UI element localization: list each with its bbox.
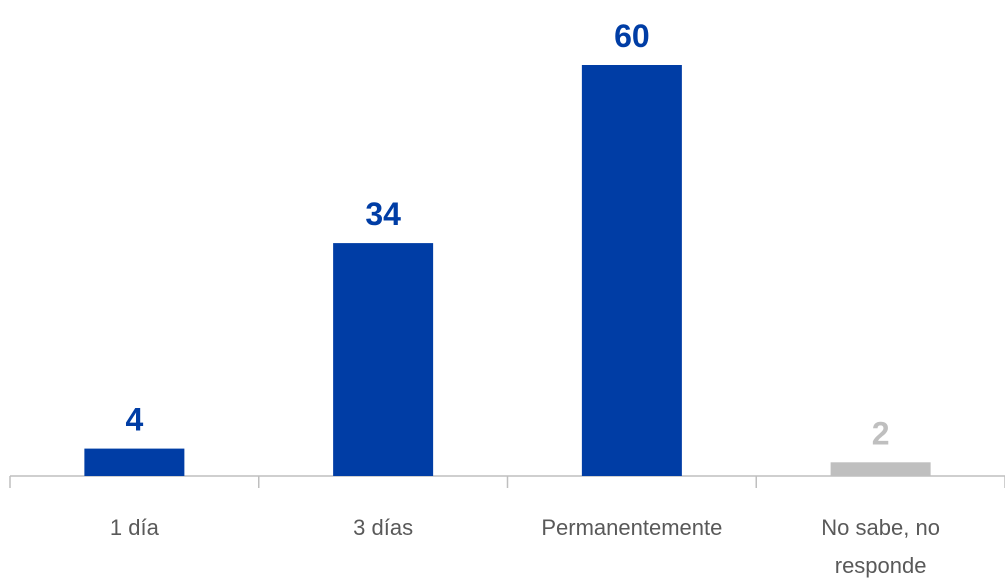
bar [830,462,931,476]
x-tick-label: 1 día [109,515,159,540]
x-tick-label: No sabe, no responde [821,515,940,578]
bar [84,448,185,476]
bar [333,243,434,476]
data-label: 34 [365,196,401,232]
x-tick-label: Permanentemente [541,515,723,540]
x-tick-label: 3 días [353,515,414,540]
data-label: 4 [125,402,143,438]
bar [581,65,682,476]
data-label: 2 [872,415,890,451]
data-label: 60 [614,18,650,54]
